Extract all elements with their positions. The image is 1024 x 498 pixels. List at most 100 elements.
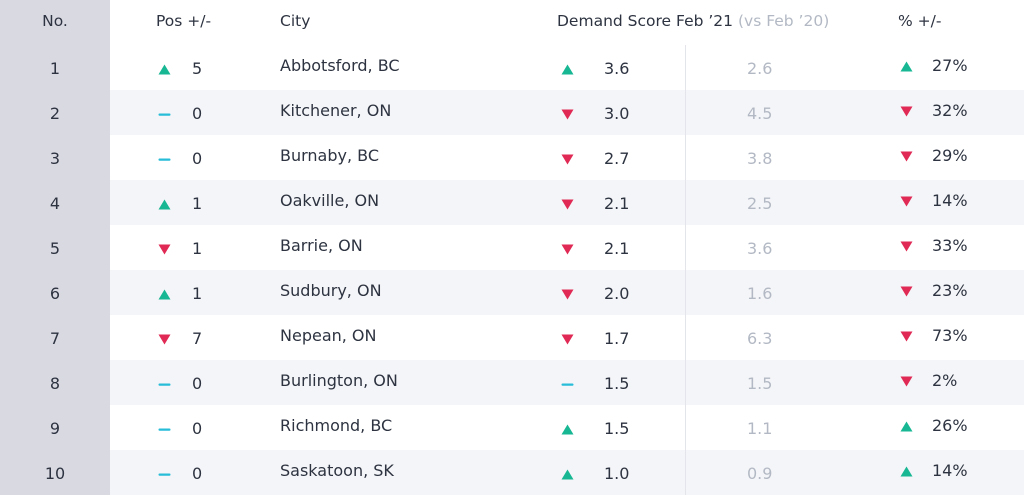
city-name: Saskatoon, SK: [280, 461, 394, 480]
triangle-down-icon: [900, 376, 913, 387]
pos-change-icon: [158, 45, 174, 90]
previous-score: 6.3: [747, 329, 773, 348]
pct-change: 2%: [932, 371, 958, 390]
rank-number: 3: [49, 149, 61, 168]
table-row: 7 7 Nepean, ON 1.7 6.3 73%: [0, 315, 1024, 360]
score-trend-icon: [561, 315, 577, 360]
pct-change: 32%: [932, 101, 968, 120]
demand-score: 2.7: [604, 149, 630, 168]
demand-score: 2.0: [604, 284, 630, 303]
triangle-down-icon: [158, 244, 171, 255]
table-body: 1 5 Abbotsford, BC 3.6 2.6 27% 2 0 Kitch…: [0, 45, 1024, 495]
score-trend-icon: [561, 360, 577, 405]
triangle-down-icon: [900, 286, 913, 297]
pct-change: 14%: [932, 191, 968, 210]
rank-number: 1: [49, 59, 61, 78]
pct-trend-icon: [900, 45, 916, 90]
dash-icon: [561, 379, 574, 390]
score-trend-icon: [561, 90, 577, 135]
pos-change-icon: [158, 405, 174, 450]
demand-score: 1.7: [604, 329, 630, 348]
triangle-up-icon: [561, 469, 574, 480]
previous-score: 2.5: [747, 194, 773, 213]
pct-trend-icon: [900, 225, 916, 270]
table-row: 5 1 Barrie, ON 2.1 3.6 33%: [0, 225, 1024, 270]
pct-trend-icon: [900, 360, 916, 405]
dash-icon: [158, 424, 171, 435]
score-trend-icon: [561, 45, 577, 90]
score-trend-icon: [561, 405, 577, 450]
triangle-up-icon: [900, 61, 913, 72]
table-header: No. Pos +/- City Demand Score Feb ’21 (v…: [0, 0, 1024, 45]
triangle-up-icon: [900, 421, 913, 432]
triangle-down-icon: [158, 334, 171, 345]
triangle-up-icon: [158, 289, 171, 300]
previous-score: 1.6: [747, 284, 773, 303]
pos-change-icon: [158, 135, 174, 180]
rank-number: 5: [49, 239, 61, 258]
city-name: Abbotsford, BC: [280, 56, 400, 75]
pct-change: 26%: [932, 416, 968, 435]
previous-score: 0.9: [747, 464, 773, 483]
demand-score: 3.0: [604, 104, 630, 123]
pos-change-value: 0: [192, 464, 203, 483]
previous-score: 3.6: [747, 239, 773, 258]
pos-change-value: 5: [192, 59, 203, 78]
city-name: Oakville, ON: [280, 191, 380, 210]
rank-number: 6: [49, 284, 61, 303]
pos-change-value: 1: [192, 194, 203, 213]
pct-change: 33%: [932, 236, 968, 255]
dash-icon: [158, 469, 171, 480]
pos-change-value: 0: [192, 104, 203, 123]
triangle-down-icon: [900, 331, 913, 342]
header-pct: % +/-: [898, 12, 942, 30]
pos-change-value: 0: [192, 149, 203, 168]
score-trend-icon: [561, 225, 577, 270]
pct-change: 73%: [932, 326, 968, 345]
header-city: City: [280, 12, 311, 30]
triangle-down-icon: [561, 199, 574, 210]
triangle-up-icon: [561, 424, 574, 435]
rank-number: 4: [49, 194, 61, 213]
dash-icon: [158, 109, 171, 120]
demand-score: 1.5: [604, 419, 630, 438]
demand-score: 3.6: [604, 59, 630, 78]
pos-change-value: 1: [192, 239, 203, 258]
demand-score: 1.5: [604, 374, 630, 393]
triangle-down-icon: [900, 241, 913, 252]
header-demand-score: Demand Score Feb ’21 (vs Feb ’20): [557, 0, 829, 45]
pct-trend-icon: [900, 405, 916, 450]
pct-change: 14%: [932, 461, 968, 480]
table-row: 1 5 Abbotsford, BC 3.6 2.6 27%: [0, 45, 1024, 90]
pct-trend-icon: [900, 270, 916, 315]
rank-number: 7: [49, 329, 61, 348]
triangle-up-icon: [900, 466, 913, 477]
pct-trend-icon: [900, 315, 916, 360]
city-name: Kitchener, ON: [280, 101, 392, 120]
pos-change-value: 7: [192, 329, 203, 348]
pos-change-value: 0: [192, 374, 203, 393]
pos-change-icon: [158, 180, 174, 225]
table-row: 2 0 Kitchener, ON 3.0 4.5 32%: [0, 90, 1024, 135]
demand-score: 2.1: [604, 239, 630, 258]
header-demand-vs: (vs Feb ’20): [737, 12, 830, 30]
pct-trend-icon: [900, 180, 916, 225]
triangle-down-icon: [561, 334, 574, 345]
previous-score: 1.1: [747, 419, 773, 438]
city-name: Barrie, ON: [280, 236, 363, 255]
triangle-up-icon: [561, 64, 574, 75]
row-stripe: [110, 360, 1024, 405]
pct-trend-icon: [900, 135, 916, 180]
triangle-up-icon: [158, 64, 171, 75]
demand-score: 2.1: [604, 194, 630, 213]
pos-change-icon: [158, 360, 174, 405]
header-demand-label: Demand Score Feb ’21: [557, 12, 734, 30]
city-name: Richmond, BC: [280, 416, 393, 435]
table-row: 4 1 Oakville, ON 2.1 2.5 14%: [0, 180, 1024, 225]
pct-trend-icon: [900, 450, 916, 495]
previous-score: 4.5: [747, 104, 773, 123]
triangle-down-icon: [561, 109, 574, 120]
table-row: 8 0 Burlington, ON 1.5 1.5 2%: [0, 360, 1024, 405]
triangle-down-icon: [900, 151, 913, 162]
